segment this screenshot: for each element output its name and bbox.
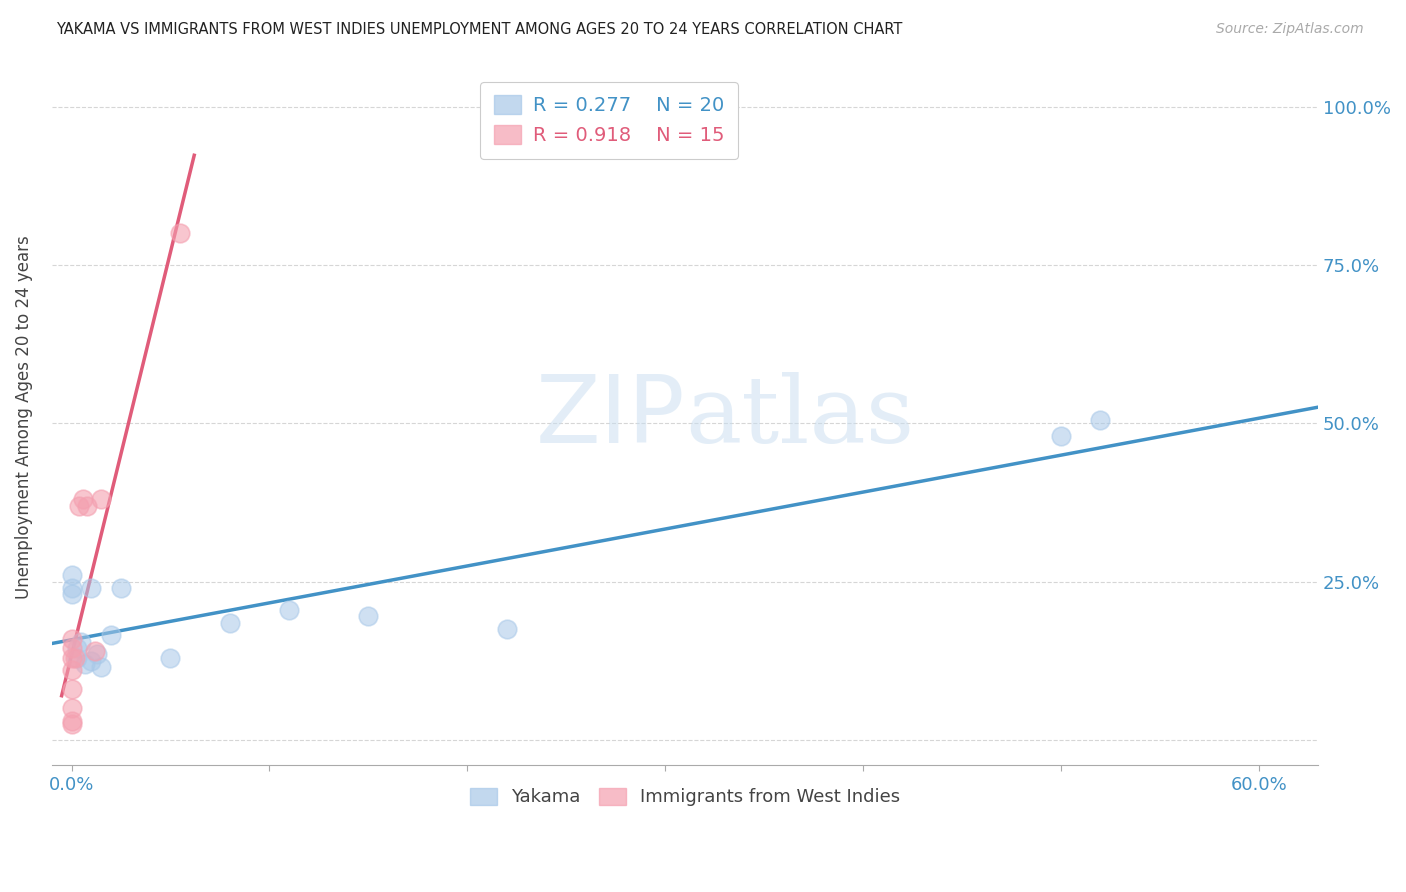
Text: Source: ZipAtlas.com: Source: ZipAtlas.com <box>1216 22 1364 37</box>
Point <box>169 226 191 240</box>
Point <box>1090 413 1112 427</box>
Point <box>84 644 107 658</box>
Text: atlas: atlas <box>685 372 914 462</box>
Point <box>60 714 83 728</box>
Point <box>90 492 112 507</box>
Point <box>90 660 112 674</box>
Point <box>357 609 380 624</box>
Point <box>60 568 83 582</box>
Point <box>278 603 301 617</box>
Point <box>1050 429 1073 443</box>
Point <box>60 632 83 646</box>
Y-axis label: Unemployment Among Ages 20 to 24 years: Unemployment Among Ages 20 to 24 years <box>15 235 32 599</box>
Point <box>72 492 94 507</box>
Point <box>60 701 83 715</box>
Point <box>495 622 517 636</box>
Point <box>70 634 93 648</box>
Point <box>60 717 83 731</box>
Point <box>60 663 83 677</box>
Point <box>75 657 97 671</box>
Point <box>60 581 83 595</box>
Point <box>60 640 83 655</box>
Point <box>100 628 122 642</box>
Point <box>110 581 132 595</box>
Point <box>69 499 91 513</box>
Text: YAKAMA VS IMMIGRANTS FROM WEST INDIES UNEMPLOYMENT AMONG AGES 20 TO 24 YEARS COR: YAKAMA VS IMMIGRANTS FROM WEST INDIES UN… <box>56 22 903 37</box>
Point <box>60 682 83 697</box>
Point <box>66 650 89 665</box>
Text: ZIP: ZIP <box>536 371 685 463</box>
Point <box>80 654 103 668</box>
Point <box>60 587 83 601</box>
Point <box>218 615 240 630</box>
Point <box>76 499 98 513</box>
Point <box>65 650 87 665</box>
Point <box>86 648 108 662</box>
Point <box>159 650 181 665</box>
Legend: Yakama, Immigrants from West Indies: Yakama, Immigrants from West Indies <box>461 779 910 815</box>
Point <box>66 640 89 655</box>
Point <box>60 650 83 665</box>
Point <box>80 581 103 595</box>
